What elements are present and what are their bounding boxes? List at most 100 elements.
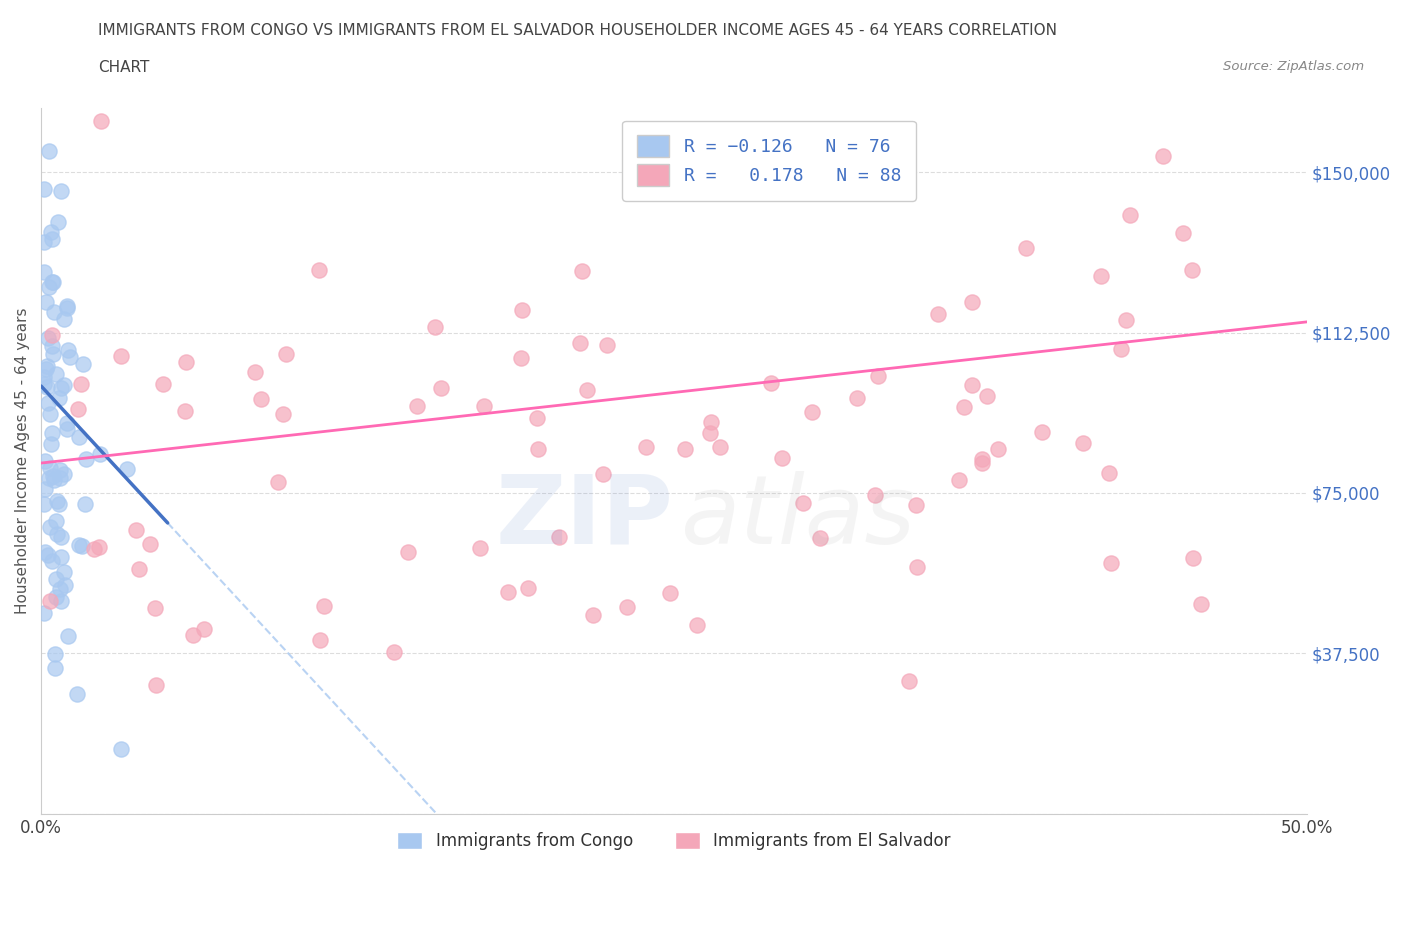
Point [143,601,166,616]
Point [49,550,72,565]
Point [53,312,76,326]
Point [527,442,550,457]
Point [976,388,998,403]
Point [145,678,167,693]
Point [41,327,63,342]
Point [960,378,983,392]
Point [38,520,60,535]
Point [48,391,70,405]
Point [845,391,868,405]
Legend: Immigrants from Congo, Immigrants from El Salvador: Immigrants from Congo, Immigrants from E… [389,824,959,858]
Point [45,571,67,586]
Point [128,562,150,577]
Point [72,356,94,371]
Point [547,529,569,544]
Point [274,346,297,361]
Point [596,338,619,352]
Point [39,594,62,609]
Point [174,404,197,418]
Point [59,350,82,365]
Point [526,411,548,426]
Point [1189,596,1212,611]
Point [38,280,60,295]
Point [69,430,91,445]
Point [45,590,67,604]
Point [1118,207,1140,222]
Point [699,425,721,440]
Point [636,439,658,454]
Point [53,578,76,592]
Point [115,461,138,476]
Point [32,377,55,392]
Point [41,426,63,441]
Point [425,320,447,335]
Point [569,336,592,351]
Point [65,687,87,702]
Point [37,548,59,563]
Point [314,598,336,613]
Point [35,295,58,310]
Point [582,607,605,622]
Point [699,415,721,430]
Point [866,368,889,383]
Point [48,497,70,512]
Point [953,399,976,414]
Point [34,454,56,469]
Point [46,526,69,541]
Point [673,441,696,456]
Point [67,538,90,553]
Point [32,497,55,512]
Point [152,377,174,392]
Point [904,498,927,512]
Point [32,182,55,197]
Point [35,379,58,394]
Point [70,538,93,553]
Text: IMMIGRANTS FROM CONGO VS IMMIGRANTS FROM EL SALVADOR HOUSEHOLDER INCOME AGES 45 : IMMIGRANTS FROM CONGO VS IMMIGRANTS FROM… [98,23,1057,38]
Point [430,380,453,395]
Point [309,632,332,647]
Point [576,382,599,397]
Point [271,406,294,421]
Point [56,300,79,315]
Point [34,545,56,560]
Point [51,593,73,608]
Point [52,378,75,392]
Point [38,143,60,158]
Point [66,402,89,417]
Point [249,392,271,406]
Point [41,469,63,484]
Point [58,342,80,357]
Point [56,422,79,437]
Point [1090,269,1112,284]
Point [792,495,814,510]
Point [56,629,79,644]
Point [1181,262,1204,277]
Point [46,214,69,229]
Point [592,467,614,482]
Point [193,622,215,637]
Point [38,471,60,485]
Point [972,456,994,471]
Point [35,358,58,373]
Point [510,302,533,317]
Point [686,618,709,632]
Point [472,398,495,413]
Point [138,537,160,551]
Point [659,585,682,600]
Point [41,347,63,362]
Point [32,605,55,620]
Point [90,113,112,128]
Point [808,531,831,546]
Point [53,467,76,482]
Point [571,263,593,278]
Point [49,581,72,596]
Point [41,225,63,240]
Point [44,473,66,488]
Point [110,348,132,363]
Point [709,440,731,455]
Point [972,452,994,467]
Point [1099,555,1122,570]
Point [905,560,928,575]
Point [1181,551,1204,565]
Point [468,541,491,556]
